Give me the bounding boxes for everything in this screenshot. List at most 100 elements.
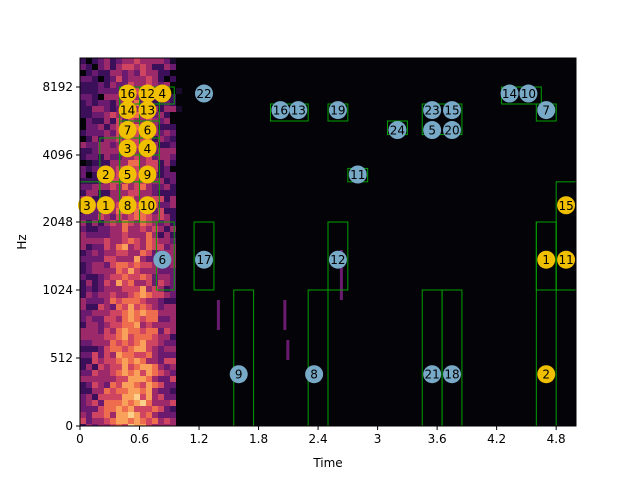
heat-cell (86, 190, 92, 196)
heat-cell (134, 394, 140, 400)
heat-cell (134, 256, 140, 262)
heat-cell (122, 262, 128, 268)
heat-cell (164, 172, 170, 178)
heat-cell (86, 166, 92, 172)
heat-cell (146, 292, 152, 298)
heat-cell (152, 274, 158, 280)
heat-cell (116, 130, 122, 136)
heat-cell (98, 190, 104, 196)
heat-cell (110, 196, 116, 202)
heat-cell (98, 280, 104, 286)
heat-cell (134, 316, 140, 322)
heat-cell (98, 418, 104, 424)
heat-cell (164, 106, 170, 112)
heat-cell (122, 358, 128, 364)
heat-cell (140, 322, 146, 328)
heat-cell (80, 316, 86, 322)
heat-cell (92, 88, 98, 94)
heat-cell (98, 112, 104, 118)
heat-cell (122, 364, 128, 370)
heat-cell (98, 118, 104, 124)
marker-label: 12 (330, 253, 345, 267)
heat-cell (170, 388, 176, 394)
heat-cell (80, 334, 86, 340)
heat-cell (128, 190, 134, 196)
heat-cell (164, 196, 170, 202)
heat-cell (170, 202, 176, 208)
heat-cell (92, 370, 98, 376)
heat-cell (104, 424, 110, 426)
heat-cell (140, 214, 146, 220)
heat-cell (170, 142, 176, 148)
heat-cell (140, 136, 146, 142)
heat-cell (110, 250, 116, 256)
heat-cell (110, 370, 116, 376)
heat-cell (170, 232, 176, 238)
heat-cell (92, 334, 98, 340)
heat-cell (122, 250, 128, 256)
heat-cell (122, 226, 128, 232)
heat-cell (158, 352, 164, 358)
heat-cell (140, 286, 146, 292)
heat-cell (170, 262, 176, 268)
heat-cell (146, 136, 152, 142)
heat-cell (134, 64, 140, 70)
heat-cell (110, 184, 116, 190)
heat-cell (86, 256, 92, 262)
heat-cell (164, 340, 170, 346)
heat-cell (80, 232, 86, 238)
heat-cell (134, 196, 140, 202)
heat-cell (170, 352, 176, 358)
heat-cell (86, 238, 92, 244)
heat-cell (80, 244, 86, 250)
heat-cell (146, 280, 152, 286)
detection-box (307, 289, 329, 426)
heat-cell (98, 124, 104, 130)
heat-cell (128, 154, 134, 160)
heat-cell (110, 400, 116, 406)
heat-cell (104, 310, 110, 316)
heat-cell (86, 280, 92, 286)
heat-cell (98, 82, 104, 88)
heat-cell (86, 340, 92, 346)
marker-dot (348, 165, 367, 184)
heat-cell (116, 364, 122, 370)
heat-cell (170, 214, 176, 220)
heat-cell (86, 388, 92, 394)
heat-cell (176, 106, 182, 112)
heat-cell (80, 154, 86, 160)
heat-cell (170, 220, 176, 226)
heat-cell (146, 364, 152, 370)
heat-cell (98, 400, 104, 406)
heat-cell (122, 268, 128, 274)
heat-cell (152, 310, 158, 316)
heat-cell (80, 178, 86, 184)
heat-cell (110, 382, 116, 388)
heat-cell (116, 322, 122, 328)
marker-dot (537, 365, 556, 384)
marker-label: 8 (124, 199, 132, 213)
heat-cell (92, 424, 98, 426)
heat-cell (104, 244, 110, 250)
heat-cell (164, 184, 170, 190)
heat-cell (134, 370, 140, 376)
heat-cell (116, 262, 122, 268)
heat-cell (110, 262, 116, 268)
heat-cell (158, 190, 164, 196)
heat-cell (134, 58, 140, 64)
heat-cell (116, 274, 122, 280)
heat-cell (110, 70, 116, 76)
heat-cell (92, 280, 98, 286)
detection-box (269, 103, 309, 122)
heat-cell (92, 328, 98, 334)
heat-cell (152, 286, 158, 292)
heat-cell (80, 64, 86, 70)
heat-cell (146, 322, 152, 328)
heat-cell (170, 280, 176, 286)
heat-cell (158, 202, 164, 208)
heat-cell (140, 400, 146, 406)
heat-cell (86, 178, 92, 184)
heat-cell (134, 136, 140, 142)
marker-label: 10 (521, 87, 536, 101)
heat-cell (80, 376, 86, 382)
